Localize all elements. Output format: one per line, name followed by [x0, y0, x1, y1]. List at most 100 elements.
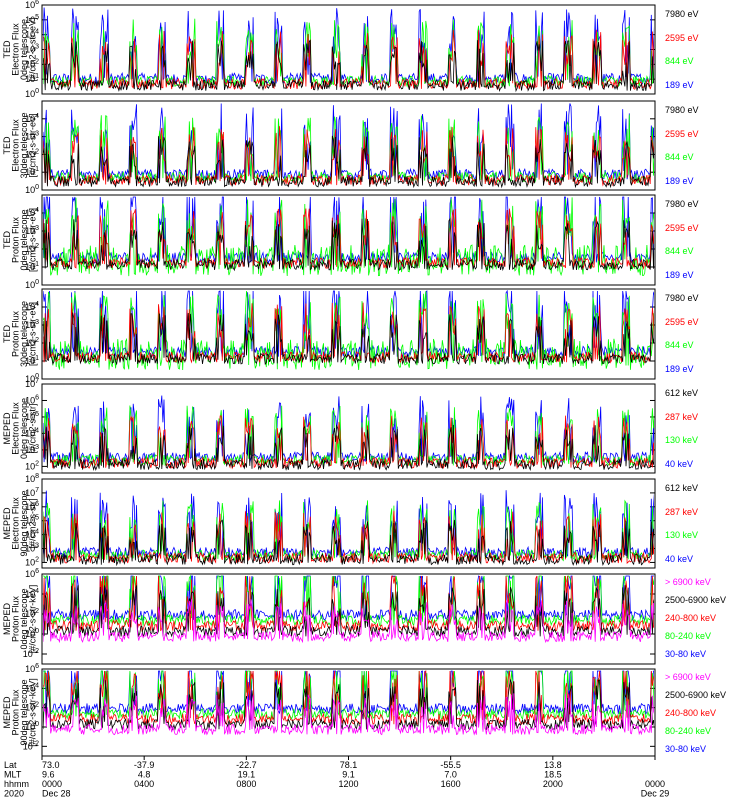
y-tick-label: 102	[25, 337, 39, 348]
legend-entry: 189 eV	[665, 364, 694, 374]
axis-row-label: 2020	[4, 789, 24, 799]
y-tick-base: 10	[25, 244, 35, 254]
y-tick-base: 10	[25, 356, 35, 366]
y-tick-exponent: 4	[35, 29, 39, 36]
y-tick-base: 10	[25, 149, 35, 159]
legend-entry: 40 keV	[665, 459, 693, 469]
y-axis-label-line: [#/cm2-s-str-eV]	[28, 17, 38, 81]
y-tick-label: 106	[25, 568, 39, 579]
x-axis-value: -55.5	[440, 760, 461, 770]
y-tick-label: 106	[25, 663, 39, 674]
legend-entry: 844 eV	[665, 340, 694, 350]
series-trace	[43, 103, 654, 182]
series-trace	[43, 424, 654, 471]
x-axis-value: 0400	[134, 779, 154, 789]
y-tick-base: 10	[25, 226, 35, 236]
x-axis-value: 9.1	[342, 770, 355, 780]
y-tick-label: 107	[25, 487, 39, 498]
legend-entry: 612 keV	[665, 483, 698, 493]
x-axis-value: 9.6	[42, 770, 55, 780]
legend-entry: 130 keV	[665, 530, 698, 540]
y-tick-base: 10	[25, 374, 35, 384]
legend-entry: 844 eV	[665, 246, 694, 256]
panel-traces	[43, 670, 654, 736]
x-axis-value: 7.0	[444, 770, 457, 780]
y-tick-exponent: 5	[35, 515, 39, 522]
y-tick-exponent: 7	[35, 487, 39, 494]
y-tick-base: 10	[25, 544, 35, 554]
y-axis-label-line: MEPED	[2, 696, 12, 729]
y-tick-base: 10	[25, 280, 35, 290]
series-trace	[43, 599, 654, 644]
series-trace	[43, 575, 654, 622]
y-tick-exponent: 3	[35, 44, 39, 51]
y-tick-label: 101	[25, 261, 39, 272]
y-tick-base: 10	[25, 722, 35, 732]
y-tick-exponent: 3	[35, 444, 39, 451]
panel-traces	[43, 575, 654, 644]
y-axis-label-line: Proton Flux	[11, 310, 21, 357]
y-tick-label: 102	[25, 58, 39, 69]
y-tick-base: 10	[25, 395, 35, 405]
x-axis-value: 4.8	[138, 770, 151, 780]
y-tick-base: 10	[25, 516, 35, 526]
y-tick-exponent: 6	[35, 501, 39, 508]
y-tick-label: 104	[25, 427, 39, 438]
y-tick-exponent: 3	[35, 225, 39, 232]
y-tick-label: 100	[25, 373, 39, 384]
y-tick-exponent: 4	[35, 682, 39, 689]
panel-frame	[41, 100, 656, 191]
y-tick-label: 102	[25, 702, 39, 713]
y-axis-label-line: Proton Flux	[11, 689, 21, 736]
x-axis-value: 1200	[338, 779, 358, 789]
y-tick-exponent: 2	[35, 243, 39, 250]
y-axis-label-line: [#/cm2-s-str-eV]	[28, 113, 38, 177]
y-axis-label-line: MEPED	[2, 603, 12, 636]
y-axis-label-line: MEPED	[2, 507, 12, 540]
y-tick-base: 10	[25, 185, 35, 195]
y-tick-base: 10	[25, 609, 35, 619]
legend-entry: 287 keV	[665, 412, 698, 422]
y-tick-label: 104	[25, 588, 39, 599]
y-tick-base: 10	[25, 629, 35, 639]
y-axis-label-line: 0deg telescope	[19, 398, 29, 459]
y-tick-label: 100	[25, 184, 39, 195]
panel-traces	[43, 490, 654, 567]
panel-traces	[43, 290, 654, 371]
y-tick-label: 101	[25, 355, 39, 366]
y-tick-base: 10	[25, 569, 35, 579]
y-tick-exponent: 8	[35, 473, 39, 480]
x-axis-value: 2000	[543, 779, 563, 789]
legend-entry: 189 eV	[665, 80, 694, 90]
y-tick-base: 10	[25, 45, 35, 55]
y-axis-label-line: Electron Flux	[11, 497, 21, 550]
y-tick-base: 10	[25, 557, 35, 567]
y-axis-label-line: 90deg telescope	[19, 490, 29, 556]
y-tick-label: 10-2	[23, 648, 39, 659]
y-tick-label: 103	[25, 543, 39, 554]
y-tick-exponent: 2	[35, 337, 39, 344]
y-tick-label: 100	[25, 88, 39, 99]
y-axis-label-line: [#/cm2-s-str-keV]	[28, 585, 38, 654]
legend-entry: 7980 eV	[665, 9, 699, 19]
series-trace	[43, 196, 654, 265]
series-trace	[43, 114, 654, 184]
series-trace	[43, 126, 654, 187]
y-tick-exponent: 1	[35, 355, 39, 362]
y-tick-base: 10	[25, 114, 35, 124]
legend-entry: 80-240 keV	[665, 631, 711, 641]
y-axis-label-line: 90deg telescope	[19, 679, 29, 745]
y-tick-base: 10	[25, 74, 35, 84]
legend-entry: 240-800 keV	[665, 708, 716, 718]
x-axis-value: 19.1	[238, 770, 256, 780]
y-tick-base: 10	[25, 167, 35, 177]
